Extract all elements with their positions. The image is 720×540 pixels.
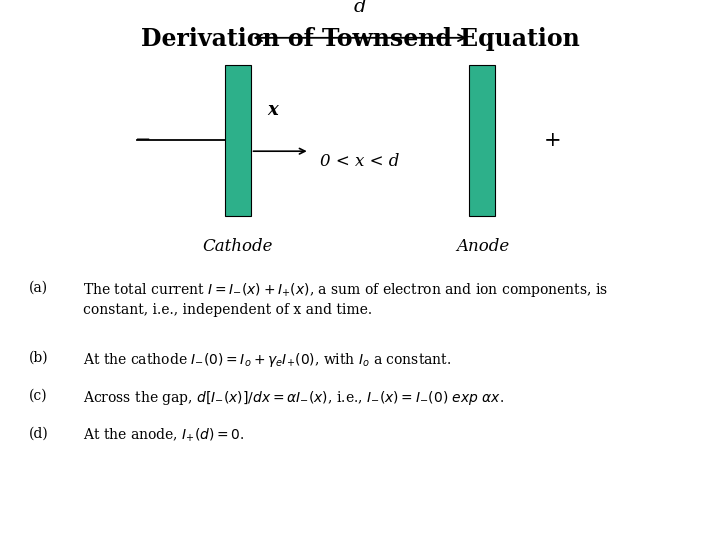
Text: At the cathode $I_{-}(0) = I_o + \gamma_e I_{+}(0)$, with $I_o$ a constant.: At the cathode $I_{-}(0) = I_o + \gamma_… bbox=[83, 351, 451, 369]
Text: 0 < x < d: 0 < x < d bbox=[320, 153, 400, 171]
Text: Derivation of Townsend Equation: Derivation of Townsend Equation bbox=[140, 27, 580, 51]
Text: d: d bbox=[354, 0, 366, 16]
Text: Cathode: Cathode bbox=[202, 238, 273, 254]
Bar bbox=[225, 65, 251, 216]
Text: (a): (a) bbox=[29, 281, 48, 295]
Text: (d): (d) bbox=[29, 427, 48, 441]
Text: The total current $I = I_{-}(x) + I_{+}(x)$, a sum of electron and ion component: The total current $I = I_{-}(x) + I_{+}(… bbox=[83, 281, 608, 317]
Text: Anode: Anode bbox=[456, 238, 509, 254]
Text: At the anode, $I_{+}(d) = 0$.: At the anode, $I_{+}(d) = 0$. bbox=[83, 427, 245, 444]
Text: x: x bbox=[268, 101, 278, 119]
Text: (c): (c) bbox=[29, 389, 48, 403]
Text: Across the gap, $d[I_{-}(x)]/dx = \alpha I_{-}(x)$, i.e., $I_{-}(x) = I_{-}(0)$ : Across the gap, $d[I_{-}(x)]/dx = \alpha… bbox=[83, 389, 504, 407]
Text: (b): (b) bbox=[29, 351, 48, 365]
Text: +: + bbox=[544, 131, 561, 150]
Text: −: − bbox=[135, 131, 151, 150]
Bar bbox=[469, 65, 495, 216]
